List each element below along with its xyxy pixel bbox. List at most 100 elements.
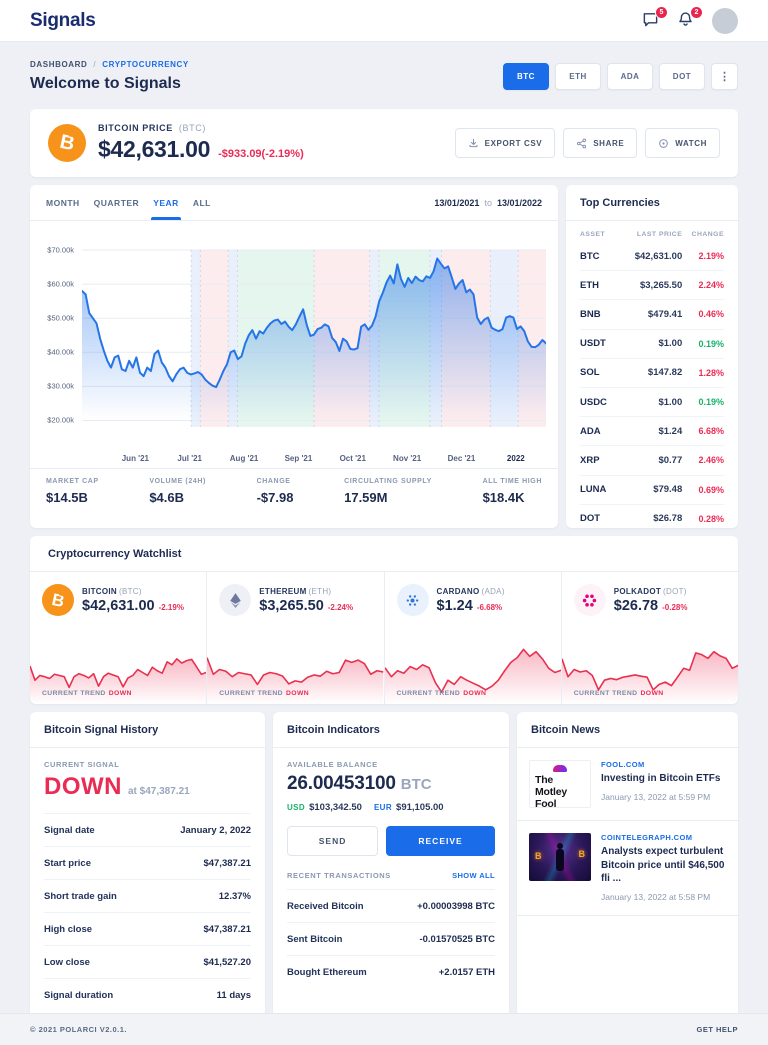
signal-row-low-close: Low close $41,527.20: [44, 945, 251, 978]
news-title: Bitcoin News: [517, 712, 738, 748]
transaction-row-received: Received Bitcoin +0.00003998 BTC: [287, 889, 495, 922]
jester-hat-icon: [553, 765, 567, 772]
news-source: COINTELEGRAPH.COM: [601, 833, 693, 842]
trend-label: CURRENT TREND DOWN: [219, 690, 310, 697]
watchlist-title: Cryptocurrency Watchlist: [30, 536, 738, 572]
notifications-badge: 2: [690, 6, 703, 19]
share-button[interactable]: SHARE: [563, 128, 638, 158]
ethereum-sparkline: [207, 634, 384, 704]
notifications-button[interactable]: 2: [677, 6, 703, 30]
range-tab-all[interactable]: ALL: [192, 197, 211, 208]
currency-row-usdt[interactable]: USDT $1.00 0.19%: [580, 330, 724, 359]
usd-value: $103,342.50: [309, 802, 362, 813]
watch-button[interactable]: WATCH: [645, 128, 720, 158]
price-label: BITCOIN PRICE: [98, 123, 173, 133]
app-logo[interactable]: Signals: [30, 9, 96, 31]
coin-tab-btc[interactable]: BTC: [503, 63, 549, 90]
watchlist-item-ethereum[interactable]: ETHEREUM (ETH) $3,265.50 -2.24% CURRENT TR…: [206, 572, 384, 704]
news-item-fool[interactable]: The Motley Fool FOOL.COM Investing in Bitc…: [517, 748, 738, 821]
messages-button[interactable]: 5: [642, 6, 668, 30]
currency-row-dot[interactable]: DOT $26.78 0.28%: [580, 513, 724, 525]
send-button[interactable]: SEND: [287, 826, 379, 856]
signal-row-start-price: Start price $47,387.21: [44, 846, 251, 879]
breadcrumb-dashboard[interactable]: DASHBOARD: [30, 60, 88, 69]
show-all-link[interactable]: SHOW ALL: [452, 871, 495, 880]
coin-tab-eth[interactable]: ETH: [555, 63, 601, 90]
bitcoin-price-card: B BITCOIN PRICE (BTC) $42,631.00 -$933.0…: [30, 109, 738, 177]
stat-market-cap: MARKET CAP $14.5B: [46, 478, 99, 505]
bitcoin-icon: B: [42, 584, 74, 616]
available-balance-label: AVAILABLE BALANCE: [287, 760, 378, 769]
page-content: DASHBOARD / CRYPTOCURRENCY Welcome to Si…: [0, 42, 768, 1013]
range-tab-month[interactable]: MONTH: [46, 197, 80, 208]
balance-value: 26.00453100: [287, 773, 396, 794]
range-tab-quarter[interactable]: QUARTER: [93, 197, 140, 208]
download-icon: [469, 138, 478, 147]
cardano-icon: [396, 584, 429, 616]
share-icon: [577, 138, 587, 148]
page-heading-block: DASHBOARD / CRYPTOCURRENCY Welcome to Si…: [30, 60, 189, 93]
news-date: January 13, 2022 at 5:59 PM: [601, 791, 711, 802]
date-to: 13/01/2022: [496, 197, 542, 208]
date-to-word: to: [484, 197, 492, 208]
coin-tab-dot[interactable]: DOT: [659, 63, 705, 90]
price-actions: EXPORT CSV SHARE WATCH: [454, 128, 720, 158]
currency-row-bnb[interactable]: BNB $479.41 0.46%: [580, 300, 724, 330]
top-currencies-table: ASSET LAST PRICE CHANGE BTC $42,631.00 2.1…: [566, 221, 738, 528]
news-item-cointelegraph[interactable]: B B COINTELEGRAPH.COM Analysts expect tu…: [517, 821, 738, 917]
eur-value: $91,105.00: [396, 802, 444, 813]
currency-row-xrp[interactable]: XRP $0.77 2.46%: [580, 446, 724, 476]
get-help-link[interactable]: GET HELP: [696, 1025, 738, 1034]
range-tab-year[interactable]: YEAR: [151, 185, 181, 220]
currency-row-btc[interactable]: BTC $42,631.00 2.19%: [580, 242, 724, 272]
signal-row-high-close: High close $47,387.21: [44, 912, 251, 945]
currency-row-ada[interactable]: ADA $1.24 6.68%: [580, 417, 724, 447]
currency-row-sol[interactable]: SOL $147.82 1.28%: [580, 359, 724, 388]
watch-icon: [659, 138, 669, 148]
news-date: January 13, 2022 at 5:58 PM: [601, 891, 711, 902]
market-stats-row: MARKET CAP $14.5B VOLUME (24H) $4.6B CHANG…: [30, 468, 558, 528]
page-footer: © 2021 POLARCI V2.0.1. GET HELP: [0, 1013, 768, 1045]
navbar-actions: 5 2: [642, 6, 738, 34]
price-info: BITCOIN PRICE (BTC) $42,631.00 -$933.09(…: [98, 123, 304, 163]
currency-row-luna[interactable]: LUNA $79.48 0.69%: [580, 476, 724, 505]
trend-label: CURRENT TREND DOWN: [42, 690, 132, 697]
trend-label: CURRENT TREND DOWN: [573, 690, 664, 697]
news-headline: Investing in Bitcoin ETFs: [601, 773, 721, 784]
kebab-menu-icon[interactable]: ⋮: [711, 63, 738, 90]
bitcoin-glyph: B: [535, 851, 542, 861]
coin-tab-ada[interactable]: ADA: [607, 63, 653, 90]
currency-row-eth[interactable]: ETH $3,265.50 2.24%: [580, 271, 724, 301]
stat-volume: VOLUME (24H) $4.6B: [149, 478, 206, 505]
signal-row-date: Signal date January 2, 2022: [44, 813, 251, 846]
transaction-row-bought: Bought Ethereum +2.0157 ETH: [287, 955, 495, 988]
cardano-sparkline: [384, 634, 561, 704]
page-title: Welcome to Signals: [30, 75, 181, 92]
avatar[interactable]: [712, 7, 738, 34]
signal-history-card: Bitcoin Signal History CURRENT SIGNAL DO…: [30, 712, 265, 1013]
news-thumbnail-cointelegraph: B B: [529, 833, 591, 881]
chart-y-axis: $70.00k $60.00k $50.00k $40.00k $30.00k $20.0…: [47, 245, 74, 425]
indicators-title: Bitcoin Indicators: [273, 712, 509, 748]
breadcrumb-cryptocurrency[interactable]: CRYPTOCURRENCY: [102, 60, 189, 69]
watchlist-item-cardano[interactable]: CARDANO (ADA) $1.24 -6.68% CURRENT TREND DO…: [383, 572, 561, 704]
news-source: FOOL.COM: [601, 760, 645, 769]
trend-label: CURRENT TREND DOWN: [396, 690, 487, 697]
breadcrumb-separator: /: [93, 60, 97, 69]
bell-icon: [679, 12, 692, 26]
watchlist-item-polkadot[interactable]: POLKADOT (DOT) $26.78 -0.28% CURRENT TREND…: [560, 572, 738, 704]
current-signal-price: at $47,387.21: [127, 786, 190, 797]
export-csv-button[interactable]: EXPORT CSV: [454, 128, 556, 158]
date-range-picker[interactable]: 13/01/2021 to 13/01/2022: [434, 185, 542, 220]
stat-change: CHANGE -$7.98: [256, 478, 294, 505]
fx-values: USD $103,342.50 EUR $91,105.00: [287, 802, 495, 813]
signal-row-duration: Signal duration 11 days: [44, 978, 251, 1011]
top-currencies-card: Top Currencies ASSET LAST PRICE CHANGE B…: [566, 185, 738, 528]
figure-silhouette: [556, 849, 564, 871]
recent-transactions-label: RECENT TRANSACTIONS: [287, 871, 391, 880]
receive-button[interactable]: RECEIVE: [386, 826, 495, 856]
watchlist-card: Cryptocurrency Watchlist B BITCOIN (BTC) …: [30, 536, 738, 704]
currency-row-usdc[interactable]: USDC $1.00 0.19%: [580, 388, 724, 418]
news-thumbnail-motley-fool: The Motley Fool: [529, 760, 591, 808]
watchlist-item-bitcoin[interactable]: B BITCOIN (BTC) $42,631.00 -2.19% CURRENT …: [30, 572, 207, 704]
